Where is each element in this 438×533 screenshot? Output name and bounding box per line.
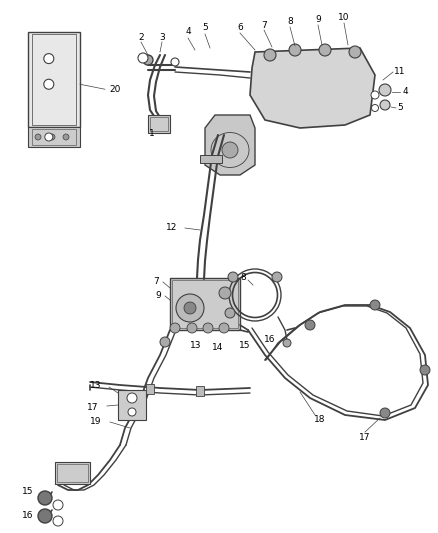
Text: 13: 13 xyxy=(90,381,102,390)
Text: 7: 7 xyxy=(261,20,267,29)
Polygon shape xyxy=(250,48,375,128)
Circle shape xyxy=(44,79,54,89)
Circle shape xyxy=(380,100,390,110)
Bar xyxy=(200,155,222,163)
Text: 15: 15 xyxy=(22,488,34,497)
Circle shape xyxy=(171,58,179,66)
Circle shape xyxy=(228,272,238,282)
Bar xyxy=(28,127,80,147)
Circle shape xyxy=(283,339,291,347)
Text: 2: 2 xyxy=(138,33,144,42)
Text: 18: 18 xyxy=(314,416,326,424)
Circle shape xyxy=(187,323,197,333)
Circle shape xyxy=(38,509,52,523)
Text: 8: 8 xyxy=(287,18,293,27)
Text: 16: 16 xyxy=(264,335,276,344)
Circle shape xyxy=(44,54,54,63)
Text: 10: 10 xyxy=(338,13,350,22)
Circle shape xyxy=(319,44,331,56)
Text: 1: 1 xyxy=(149,128,155,138)
Bar xyxy=(57,464,88,482)
Polygon shape xyxy=(205,115,255,175)
Text: 4: 4 xyxy=(402,87,408,96)
Text: 5: 5 xyxy=(202,23,208,33)
Circle shape xyxy=(272,272,282,282)
Circle shape xyxy=(380,408,390,418)
Circle shape xyxy=(45,133,53,141)
Circle shape xyxy=(225,308,235,318)
Text: 20: 20 xyxy=(110,85,121,94)
Text: 9: 9 xyxy=(315,15,321,25)
Text: 19: 19 xyxy=(90,417,102,426)
Bar xyxy=(196,386,204,396)
Text: 5: 5 xyxy=(397,103,403,112)
Text: 12: 12 xyxy=(166,223,178,232)
Circle shape xyxy=(371,104,378,111)
Circle shape xyxy=(160,337,170,347)
Text: 17: 17 xyxy=(87,403,99,413)
Circle shape xyxy=(289,44,301,56)
Text: 14: 14 xyxy=(212,343,224,352)
Bar xyxy=(32,129,76,145)
Circle shape xyxy=(203,323,213,333)
Circle shape xyxy=(143,55,153,65)
Circle shape xyxy=(264,49,276,61)
Circle shape xyxy=(219,323,229,333)
Circle shape xyxy=(370,300,380,310)
Circle shape xyxy=(371,91,379,99)
Circle shape xyxy=(138,53,148,63)
Circle shape xyxy=(35,134,41,140)
Bar xyxy=(118,390,146,420)
Bar xyxy=(32,34,76,125)
Circle shape xyxy=(305,320,315,330)
Text: 15: 15 xyxy=(239,341,251,350)
Text: 8: 8 xyxy=(240,273,246,282)
Bar xyxy=(146,384,154,394)
Text: 6: 6 xyxy=(237,23,243,33)
Bar xyxy=(150,117,168,131)
Text: 17: 17 xyxy=(359,433,371,442)
Circle shape xyxy=(170,323,180,333)
Circle shape xyxy=(53,516,63,526)
Bar xyxy=(55,462,90,484)
Circle shape xyxy=(219,287,231,299)
Circle shape xyxy=(128,408,136,416)
Text: 3: 3 xyxy=(159,33,165,42)
Circle shape xyxy=(63,134,69,140)
Bar xyxy=(148,115,170,133)
Circle shape xyxy=(176,294,204,322)
Circle shape xyxy=(222,142,238,158)
Circle shape xyxy=(349,46,361,58)
Bar xyxy=(172,280,238,328)
Text: 4: 4 xyxy=(185,28,191,36)
Text: 7: 7 xyxy=(153,278,159,287)
Bar xyxy=(170,278,240,330)
Circle shape xyxy=(38,491,52,505)
Circle shape xyxy=(53,500,63,510)
Circle shape xyxy=(379,84,391,96)
Text: 11: 11 xyxy=(394,68,406,77)
Text: 16: 16 xyxy=(22,512,34,521)
Bar xyxy=(28,32,80,127)
Circle shape xyxy=(49,134,55,140)
Text: 13: 13 xyxy=(190,341,202,350)
Circle shape xyxy=(184,302,196,314)
Circle shape xyxy=(420,365,430,375)
Circle shape xyxy=(127,393,137,403)
Text: 9: 9 xyxy=(155,292,161,301)
